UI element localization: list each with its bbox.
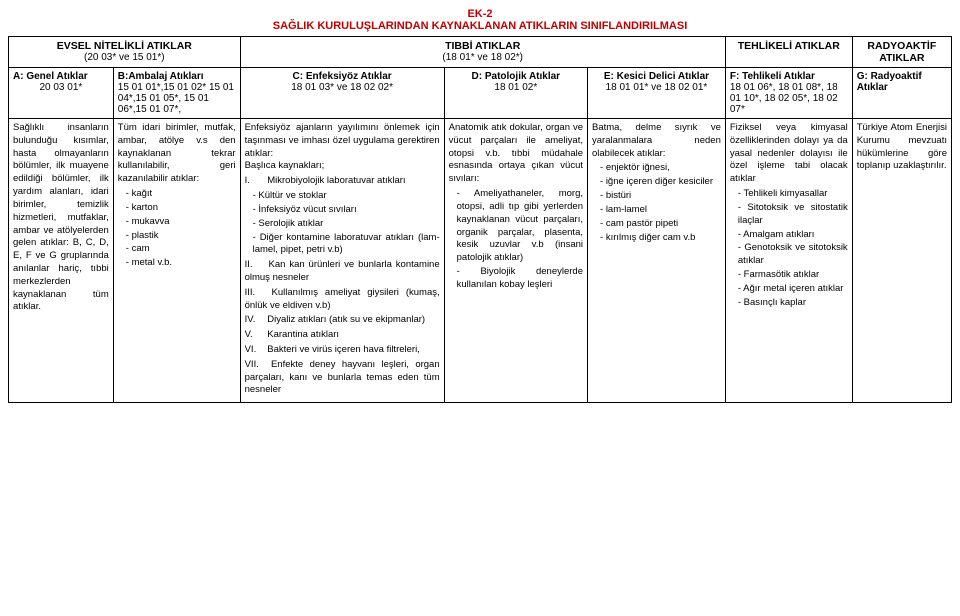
list-item: kağıt [126,188,236,201]
cat-tehlikeli: TEHLİKELİ ATIKLAR [725,37,852,68]
list-item: Ağır metal içeren atıklar [738,283,848,296]
list-item: İnfeksiyöz vücut sıvıları [253,204,440,217]
body-e: Batma, delme sıyrık ve yaralanmalara ned… [588,119,726,403]
list-item: Kültür ve stoklar [253,190,440,203]
list-item: Diğer kontamine laboratuvar atıkları (la… [253,232,440,258]
roman-item: III. Kullanılmış ameliyat giysileri (kum… [245,287,440,313]
list-item: bistüri [600,190,721,203]
roman-item: IV. Diyaliz atıkları (atık su ve ekipman… [245,314,440,327]
list-item: mukavva [126,216,236,229]
list-item: Farmasötik atıklar [738,269,848,282]
body-a: Sağlıklı insanların bulunduğu kısımlar, … [9,119,114,403]
col-c-head: C: Enfeksiyöz Atıklar 18 01 03* ve 18 02… [240,68,444,119]
cat-tibbi: TIBBİ ATIKLAR (18 01* ve 18 02*) [240,37,725,68]
body-b: Tüm idari birimler, mutfak, ambar, atöly… [113,119,240,403]
roman-item: V. Karantina atıkları [245,329,440,342]
classification-table: EVSEL NİTELİKLİ ATIKLAR (20 03* ve 15 01… [8,36,952,403]
body-g: Türkiye Atom Enerjisi Kurumu mevzuatı hü… [852,119,951,403]
col-a-head: A: Genel Atıklar 20 03 01* [9,68,114,119]
list-item: kırılmış diğer cam v.b [600,232,721,245]
roman-item: VII. Enfekte deney hayvanı leşleri, orga… [245,359,440,397]
body-c: Enfeksiyöz ajanların yayılımını önlemek … [240,119,444,403]
list-item: cam pastör pipeti [600,218,721,231]
list-item: Basınçlı kaplar [738,297,848,310]
list-item: metal v.b. [126,257,236,270]
cat-evsel: EVSEL NİTELİKLİ ATIKLAR (20 03* ve 15 01… [9,37,241,68]
header-ek: EK-2 [8,8,952,20]
list-item: Sitotoksik ve sitostatik ilaçlar [738,202,848,228]
col-f-head: F: Tehlikeli Atıklar 18 01 06*, 18 01 08… [725,68,852,119]
list-item: Amalgam atıkları [738,229,848,242]
roman-item: I. Mikrobiyolojik laboratuvar atıkları [245,175,440,188]
list-item: enjektör iğnesi, [600,162,721,175]
body-d: Anatomik atık dokular, organ ve vücut pa… [444,119,587,403]
list-item: plastik [126,230,236,243]
body-f: Fiziksel veya kimyasal özelliklerinden d… [725,119,852,403]
col-g-head: G: Radyoaktif Atıklar [852,68,951,119]
list-item: Serolojik atıklar [253,218,440,231]
header-title: SAĞLIK KURULUŞLARINDAN KAYNAKLANAN ATIKL… [8,20,952,32]
col-e-head: E: Kesici Delici Atıklar 18 01 01* ve 18… [588,68,726,119]
list-item: lam-lamel [600,204,721,217]
list-item: Ameliyathaneler, morg, otopsi, adli tıp … [457,188,583,265]
list-item: cam [126,243,236,256]
list-item: Tehlikeli kimyasallar [738,188,848,201]
col-b-head: B:Ambalaj Atıkları 15 01 01*,15 01 02* 1… [113,68,240,119]
col-d-head: D: Patolojik Atıklar 18 01 02* [444,68,587,119]
list-item: Genotoksik ve sitotoksik atıklar [738,242,848,268]
cat-radyo: RADYOAKTİF ATIKLAR [852,37,951,68]
list-item: Biyolojik deneylerde kullanılan kobay le… [457,266,583,292]
roman-item: VI. Bakteri ve virüs içeren hava filtrel… [245,344,440,357]
roman-item: II. Kan kan ürünleri ve bunlarla kontami… [245,259,440,285]
list-item: iğne içeren diğer kesiciler [600,176,721,189]
list-item: karton [126,202,236,215]
